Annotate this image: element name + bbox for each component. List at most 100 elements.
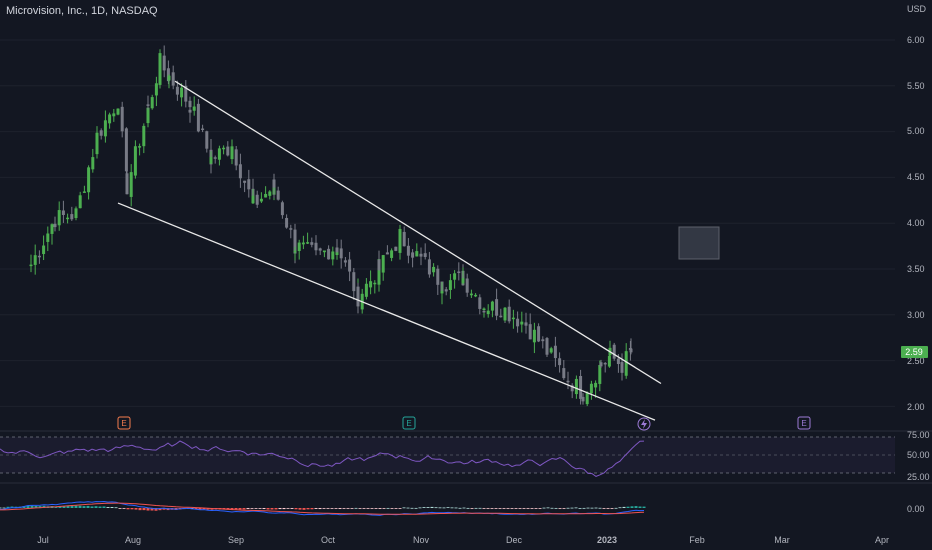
macd-bar [390,508,394,509]
macd-bar [446,507,450,509]
candle-body [594,382,598,388]
candle-body [570,385,574,392]
earnings-marker[interactable]: E [797,416,811,430]
candle-body [585,392,589,405]
macd-bar [566,507,570,509]
candle-body [331,251,335,260]
macd-bar [606,508,610,509]
macd-bar [282,508,286,510]
candle-body [444,289,448,292]
flash-icon[interactable] [637,417,651,431]
svg-text:E: E [406,419,411,428]
price-axis[interactable]: USD 6.00 5.50 5.00 4.50 4.00 3.50 3.00 2… [907,4,927,412]
candle-body [624,351,628,376]
macd-bar [338,508,342,509]
candle-body [356,286,360,307]
candle-body [150,97,154,109]
macd-bar [134,508,138,510]
svg-text:5.00: 5.00 [907,126,925,136]
macd-bar [518,508,522,509]
macd-bar [138,508,142,511]
svg-text:4.00: 4.00 [907,218,925,228]
macd-bar [254,508,258,509]
macd-bar [122,508,126,509]
svg-text:3.00: 3.00 [907,310,925,320]
candle-body [314,246,318,251]
svg-text:E: E [121,419,126,428]
candle-body [474,294,478,297]
macd-bar [314,508,318,509]
earnings-marker[interactable]: E [402,416,416,430]
candle-body [259,198,263,202]
candle-body [599,362,603,367]
candle-body [70,214,74,220]
time-axis[interactable]: Jul Aug Sep Oct Nov Dec 2023 Feb Mar Apr [37,535,889,545]
selection-box[interactable] [678,226,720,260]
macd-bar [614,507,618,509]
macd-bar [54,506,58,508]
macd-bar [78,505,82,508]
candle-body [99,130,103,136]
candle-body [184,85,188,102]
macd-bar [454,507,458,509]
macd-bar [158,508,162,511]
macd-bar [6,506,10,508]
candle-body [264,193,268,198]
candle-body [423,253,427,257]
candle-body [103,120,107,137]
candle-body [398,228,402,234]
candle-body [364,283,368,297]
svg-text:Sep: Sep [228,535,244,545]
macd-bar [30,505,34,508]
candle-body [154,83,158,96]
macd-bar [342,508,346,509]
macd-bar [478,507,482,509]
macd-bar [110,507,114,508]
candle-body [620,362,624,373]
candle-body [280,202,284,216]
candle-body [142,125,146,147]
candle-body [129,172,133,197]
svg-text:75.00: 75.00 [907,430,930,440]
macd-bar [118,508,122,509]
candle-body [545,338,549,355]
macd-bar [262,508,266,510]
candle-body [427,259,431,275]
rsi-line [0,440,645,477]
candle-body [339,248,343,259]
macd-bar [402,507,406,509]
macd-bar [418,507,422,509]
rsi-pane [0,436,895,477]
candle-body [436,268,440,285]
macd-bar [0,507,2,509]
macd-bar [70,505,74,508]
svg-text:3.50: 3.50 [907,264,925,274]
candle-body [499,315,503,318]
candle-body [352,272,356,292]
trendline [174,80,662,385]
trendlines[interactable] [117,80,662,421]
macd-bar [470,508,474,509]
candle-body [116,108,120,115]
macd-bar [246,508,250,509]
macd-bar [38,506,42,508]
macd-bar [250,508,254,509]
macd-bar [574,507,578,509]
candle-body [398,231,402,253]
candle-body [581,396,585,402]
macd-bar [550,507,554,509]
candle-body [369,281,373,288]
svg-text:Dec: Dec [506,535,523,545]
svg-text:2.50: 2.50 [907,356,925,366]
signal-line [0,502,645,515]
candle-body [598,364,602,384]
macd-bar [142,508,146,511]
macd-bar [502,508,506,509]
candle-body [377,259,381,285]
candle-body [297,242,301,251]
macd-bar [458,507,462,509]
macd-bar [310,508,314,510]
earnings-marker[interactable]: E [117,416,131,430]
svg-text:Feb: Feb [689,535,705,545]
